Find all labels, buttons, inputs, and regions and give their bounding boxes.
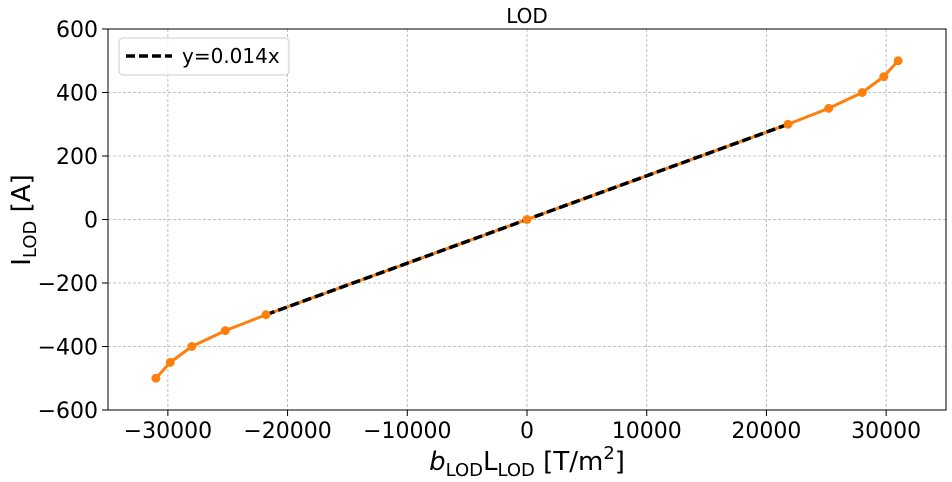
legend: y=0.014x (118, 37, 290, 76)
x-tick-label: 20000 (731, 419, 801, 444)
x-axis-label-unit-close: ] (615, 447, 625, 477)
measured-point (893, 56, 903, 66)
y-axis-label-sub: LOD (20, 221, 41, 258)
x-tick-label: 0 (520, 419, 534, 444)
x-axis-label-main: L (483, 447, 498, 477)
y-tick-label: −200 (38, 272, 98, 297)
x-tick-label: −10000 (363, 419, 451, 444)
measured-point (783, 119, 793, 129)
x-tick-label: −30000 (124, 419, 212, 444)
y-axis-label: ILOD [A] (7, 174, 41, 265)
legend-fit-label: y=0.014x (182, 44, 280, 68)
x-tick-label: −20000 (243, 419, 331, 444)
y-tick-label: 200 (56, 145, 98, 170)
x-tick-label: 30000 (851, 419, 921, 444)
measured-point (165, 357, 175, 367)
x-axis-label-unit: [T/m (535, 447, 603, 477)
y-tick-label: −400 (38, 336, 98, 361)
measured-point (857, 88, 867, 97)
measured-point (824, 103, 834, 113)
y-axis-label-unit: [A] (7, 174, 37, 220)
x-axis-label-unit-sup: 2 (603, 443, 614, 464)
measured-point (261, 310, 271, 320)
x-tick-label: 10000 (612, 419, 682, 444)
x-axis-label-main-sub: LOD (498, 460, 535, 481)
measured-point (187, 342, 197, 351)
measured-point (151, 373, 161, 383)
x-axis-label: bLODLLOD [T/m2] (429, 443, 625, 481)
x-axis-label-italic-sub: LOD (446, 460, 483, 481)
measured-point (522, 215, 532, 224)
x-axis-label-italic: b (429, 447, 446, 477)
ticks: −30000 −20000 −10000 0 10000 20000 30000 −600 −4… (38, 18, 922, 444)
measured-point (879, 72, 889, 82)
y-tick-label: −600 (38, 399, 98, 424)
y-tick-label: 600 (56, 18, 98, 43)
y-axis-label-main: I (7, 258, 37, 266)
plot-lines (151, 56, 903, 383)
measured-point (220, 326, 230, 336)
legend-box (118, 37, 290, 76)
y-tick-label: 0 (84, 209, 98, 234)
chart-title: LOD (506, 4, 548, 28)
y-tick-label: 400 (56, 82, 98, 107)
